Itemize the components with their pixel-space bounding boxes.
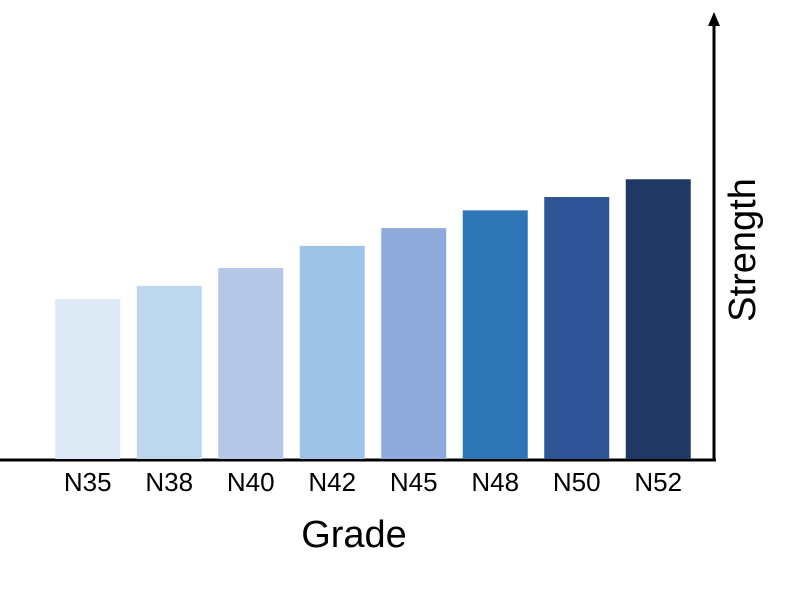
bar: [544, 197, 610, 460]
x-tick-label: N52: [634, 467, 682, 497]
bar: [462, 210, 528, 459]
bar: [136, 285, 202, 459]
y-axis-arrow: [708, 12, 720, 26]
bar: [55, 299, 121, 459]
x-tick-label: N45: [390, 467, 438, 497]
bar: [218, 268, 284, 459]
bar: [625, 179, 691, 459]
x-axis-title: Grade: [301, 514, 407, 556]
y-axis-title: Strength: [722, 178, 764, 322]
x-tick-label: N50: [553, 467, 601, 497]
bar: [381, 228, 447, 459]
bar: [299, 245, 365, 459]
x-tick-label: N40: [227, 467, 275, 497]
x-tick-label: N35: [64, 467, 112, 497]
x-tick-label: N42: [308, 467, 356, 497]
x-tick-label: N38: [145, 467, 193, 497]
x-tick-label: N48: [471, 467, 519, 497]
